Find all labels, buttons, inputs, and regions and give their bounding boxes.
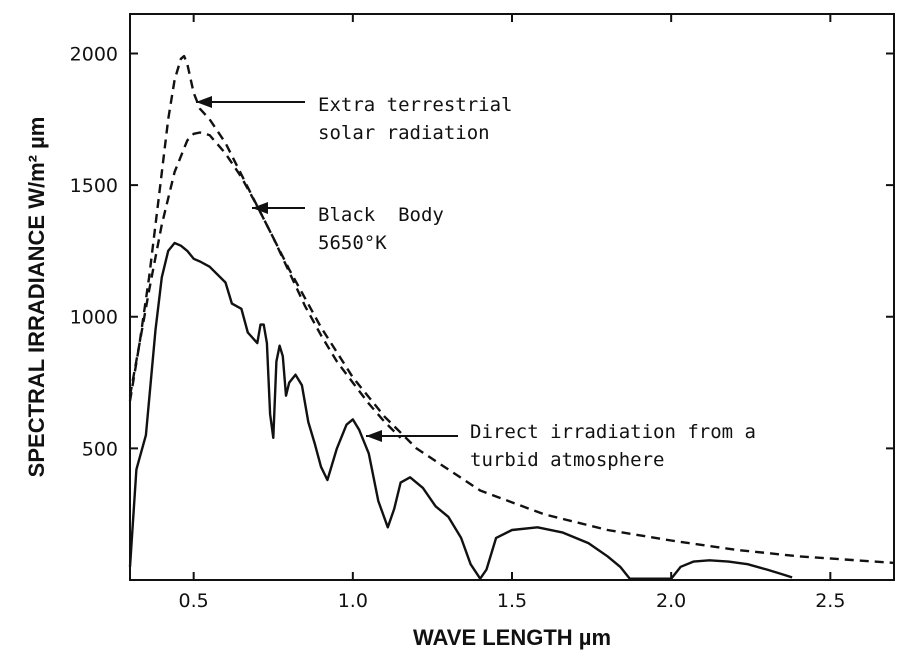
- x-axis-title: WAVE LENGTH µm: [413, 625, 611, 650]
- arrow-extra-terrestrial: [196, 96, 305, 108]
- x-tick-label: 2.5: [815, 590, 845, 612]
- annotation-black-body-line2: 5650°K: [318, 232, 387, 254]
- y-tick-label: 500: [82, 438, 118, 460]
- annotation-black-body-line1: Black Body: [318, 204, 444, 226]
- annotation-arrows: [196, 96, 458, 442]
- x-tick-label: 1.0: [338, 590, 368, 612]
- y-axis-ticks: 500 1000 1500 2000: [70, 43, 894, 460]
- series-black-body-curve: [128, 131, 402, 439]
- y-tick-label: 1500: [70, 175, 118, 197]
- series-extra-terrestrial-curve: [128, 54, 895, 565]
- y-axis-title: SPECTRAL IRRADIANCE W/m² µm: [24, 117, 49, 478]
- series-group: [128, 54, 895, 580]
- x-tick-label: 0.5: [179, 590, 209, 612]
- x-tick-label: 1.5: [497, 590, 527, 612]
- arrow-direct-irradiation: [366, 430, 458, 442]
- annotation-extra-terrestrial-line2: solar radiation: [318, 122, 490, 144]
- annotation-direct-irradiation-line2: turbid atmosphere: [470, 449, 664, 471]
- annotation-direct-irradiation-line1: Direct irradiation from a: [470, 421, 756, 443]
- y-tick-label: 2000: [70, 43, 118, 65]
- series-direct-irradiation-curve: [128, 241, 793, 580]
- arrow-black-body: [252, 202, 305, 214]
- annotation-extra-terrestrial-line1: Extra terrestrial: [318, 94, 512, 116]
- x-tick-label: 2.0: [656, 590, 686, 612]
- y-tick-label: 1000: [70, 307, 118, 329]
